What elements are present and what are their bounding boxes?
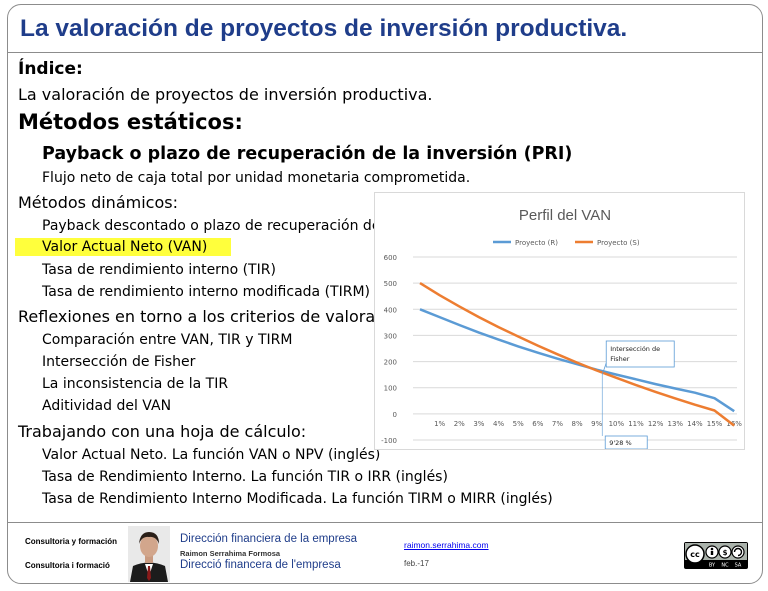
reflexiones-item-comparacion: Comparación entre VAN, TIR y TIRM <box>42 332 293 348</box>
creative-commons-badge: cc $ BY NC SA <box>684 542 748 569</box>
y-tick-label: -100 <box>381 437 397 445</box>
x-tick-label: 14% <box>687 420 703 428</box>
fisher-annotation-box <box>605 340 675 368</box>
x-tick-label: 12% <box>648 420 664 428</box>
y-tick-label: 500 <box>384 280 397 288</box>
dynamic-item-van-highlighted: Valor Actual Neto (VAN) <box>15 238 232 256</box>
flujo-item: Flujo neto de caja total por unidad mone… <box>42 170 471 186</box>
x-tick-label: 11% <box>628 420 644 428</box>
cc-license-icon: cc $ BY NC SA <box>685 543 747 569</box>
footer-author: Raimon Serrahima Formosa <box>180 549 281 558</box>
static-methods-heading: Métodos estáticos: <box>18 110 243 134</box>
title-divider <box>8 52 762 53</box>
svg-text:SA: SA <box>735 563 742 569</box>
y-tick-label: 300 <box>384 332 397 340</box>
x-tick-label: 8% <box>572 420 583 428</box>
dynamic-item-tirm: Tasa de rendimiento interno modificada (… <box>42 284 370 300</box>
footer-brand-es: Dirección financiera de la empresa <box>180 533 358 545</box>
svg-text:BY: BY <box>709 563 716 569</box>
payback-item: Payback o plazo de recuperación de la in… <box>42 144 573 164</box>
svg-text:$: $ <box>723 549 728 557</box>
author-photo <box>128 526 170 582</box>
x-tick-label: 1% <box>434 420 445 428</box>
footer-date: feb.-17 <box>404 559 429 568</box>
hoja-item-tir: Tasa de Rendimiento Interno. La función … <box>42 469 448 485</box>
footer-brand-ca: Direcció financera de l'empresa <box>180 559 341 571</box>
y-tick-label: 0 <box>393 411 397 419</box>
rate-annotation-text: 9'28 % <box>609 439 631 447</box>
series-line <box>419 308 735 413</box>
x-tick-label: 3% <box>473 420 484 428</box>
slide: La valoración de proyectos de inversión … <box>7 4 763 584</box>
footer-consult-es: Consultoria y formación <box>25 537 118 546</box>
x-tick-label: 10% <box>609 420 625 428</box>
hoja-heading: Trabajando con una hoja de cálculo: <box>18 422 307 441</box>
footer-website-link[interactable]: raimon.serrahima.com <box>404 540 489 550</box>
x-tick-label: 5% <box>513 420 524 428</box>
x-tick-label: 6% <box>532 420 543 428</box>
x-tick-label: 16% <box>726 420 742 428</box>
dynamic-item-payback-descontado: Payback descontado o plazo de recuperaci… <box>42 218 449 234</box>
svg-text:NC: NC <box>721 563 729 569</box>
hoja-item-van: Valor Actual Neto. La función VAN o NPV … <box>42 447 381 463</box>
x-tick-label: 9% <box>591 420 602 428</box>
legend-label: Proyecto (R) <box>515 239 558 247</box>
reflexiones-item-aditividad: Aditividad del VAN <box>42 398 172 414</box>
y-tick-label: 100 <box>384 385 397 393</box>
legend-label: Proyecto (S) <box>597 239 640 247</box>
series-line <box>419 282 735 427</box>
y-tick-label: 200 <box>384 359 397 367</box>
x-tick-label: 2% <box>454 420 465 428</box>
chart-canvas: -100 0 100 200 300 400 500 600 1% 2% 3% 4% 5% 6% 7% 8% 9… <box>381 207 742 450</box>
reflexiones-item-inconsistencia: La inconsistencia de la TIR <box>42 376 229 392</box>
y-tick-label: 600 <box>384 254 397 262</box>
x-tick-label: 15% <box>707 420 723 428</box>
footer-divider <box>8 522 762 523</box>
reflexiones-heading: Reflexiones en torno a los criterios de … <box>18 307 414 326</box>
fisher-annotation-text: Intersección de <box>610 345 660 353</box>
hoja-item-tirm: Tasa de Rendimiento Interno Modificada. … <box>42 491 553 507</box>
dynamic-methods-heading: Métodos dinámicos: <box>18 193 178 212</box>
indice-heading: Índice: <box>18 59 83 79</box>
x-tick-label: 7% <box>552 420 563 428</box>
dynamic-item-tir: Tasa de rendimiento interno (TIR) <box>42 262 276 278</box>
fisher-leader-line <box>601 362 607 375</box>
van-profile-chart: -100 0 100 200 300 400 500 600 1% 2% 3% 4% 5% 6% 7% 8% 9… <box>374 192 745 450</box>
chart-title: Perfil del VAN <box>519 207 611 224</box>
svg-text:cc: cc <box>690 550 700 559</box>
footer-consult-ca: Consultoria i formació <box>25 561 110 570</box>
reflexiones-item-fisher: Intersección de Fisher <box>42 354 196 370</box>
x-tick-label: 4% <box>493 420 504 428</box>
x-tick-label: 13% <box>667 420 683 428</box>
y-tick-label: 400 <box>384 306 397 314</box>
intro-item: La valoración de proyectos de inversión … <box>18 85 433 104</box>
fisher-annotation-text: Fisher <box>610 355 630 363</box>
slide-title: La valoración de proyectos de inversión … <box>20 15 628 42</box>
